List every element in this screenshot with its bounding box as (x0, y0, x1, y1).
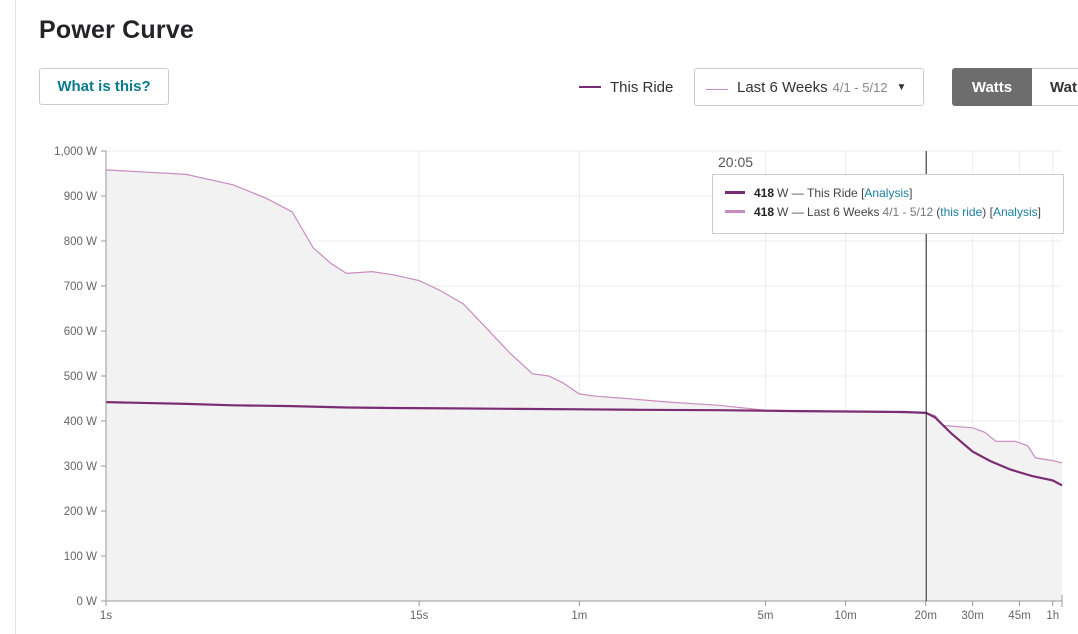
y-tick-label: 100 W (64, 551, 97, 563)
tooltip-ride-bracket-close: ] (909, 185, 913, 200)
watts-per-kg-toggle-button[interactable]: Wat (1032, 68, 1078, 106)
tooltip-comparison-bracket-close: ] (1037, 204, 1041, 219)
y-tick-label: 500 W (64, 371, 97, 383)
this-ride-swatch-icon (579, 86, 601, 88)
x-tick-label: 1s (100, 610, 112, 622)
x-tick-label: 15s (410, 610, 429, 622)
tooltip-ride-bracket-open: [ (861, 185, 865, 200)
what-is-this-button[interactable]: What is this? (39, 68, 169, 105)
tooltip-comparison-label: Last 6 Weeks (807, 204, 880, 219)
tooltip-comparison-sep: — (791, 204, 804, 219)
tooltip-ride-sep: — (791, 185, 804, 200)
comparison-period-dates: 4/1 - 5/12 (832, 79, 888, 95)
tooltip-this-ride-link[interactable]: this ride (940, 204, 983, 219)
tooltip-comparison-analysis-link[interactable]: Analysis (992, 204, 1038, 219)
left-divider (15, 0, 16, 634)
tooltip-row-comparison: 418 W — Last 6 Weeks 4/1 - 5/12(this rid… (725, 202, 1063, 221)
tooltip-ride-unit: W (777, 185, 789, 200)
comparison-swatch-icon (706, 88, 728, 90)
series-line-last-6-weeks[interactable] (105, 169, 1063, 464)
page-title: Power Curve (39, 16, 195, 44)
tooltip-comparison-value: 418 (754, 204, 775, 219)
unit-toggle: Watts Wat (952, 68, 1078, 106)
y-tick-label: 0 W (77, 596, 98, 608)
chart-axes: 0 W 100 W 200 W 300 W 400 W 500 W 600 W 700 W 80… (54, 146, 1063, 622)
x-tick-label: 1h (1046, 610, 1059, 622)
tooltip-paren-open: ( (936, 204, 941, 219)
x-tick-label: 10m (834, 610, 856, 622)
y-tick-label: 400 W (64, 416, 97, 428)
y-tick-label: 1,000 W (54, 146, 97, 158)
comparison-period-label: Last 6 Weeks (737, 78, 828, 96)
tooltip-paren-close: ) (982, 204, 987, 219)
tooltip-ride-value: 418 (754, 185, 775, 200)
y-tick-label: 300 W (64, 461, 97, 473)
tooltip-ride-label: This Ride (807, 185, 858, 200)
y-tick-label: 800 W (64, 236, 97, 248)
x-tick-label: 20m (915, 610, 937, 622)
tooltip-ride-analysis-link[interactable]: Analysis (864, 185, 910, 200)
legend-this-ride[interactable]: This Ride (579, 76, 673, 98)
chart-tooltip: 418 W — This Ride [Analysis] 418 W — Las… (712, 174, 1064, 234)
x-tick-label: 45m (1008, 610, 1030, 622)
comparison-area (106, 169, 1062, 601)
legend-this-ride-label: This Ride (610, 78, 674, 96)
y-tick-label: 600 W (64, 326, 97, 338)
series-line-this-ride[interactable] (105, 401, 1063, 487)
y-tick-label: 900 W (64, 191, 97, 203)
this-ride-swatch-icon (725, 191, 745, 194)
caret-down-icon: ▼ (896, 81, 907, 93)
tooltip-comparison-dates: 4/1 - 5/12 (882, 204, 934, 219)
chart-series-lines (105, 169, 1063, 487)
watts-toggle-button[interactable]: Watts (952, 68, 1032, 106)
x-tick-label: 1m (571, 610, 587, 622)
x-tick-label: 30m (961, 610, 983, 622)
tooltip-comparison-bracket-open: [ (989, 204, 993, 219)
comparison-period-dropdown[interactable]: Last 6 Weeks 4/1 - 5/12 ▼ (694, 68, 924, 106)
chart-area-fill (106, 169, 1062, 601)
y-tick-label: 200 W (64, 506, 97, 518)
tooltip-row-this-ride: 418 W — This Ride [Analysis] (725, 183, 1063, 202)
tooltip-comparison-unit: W (777, 204, 789, 219)
x-tick-label: 5m (757, 610, 773, 622)
y-tick-label: 700 W (64, 281, 97, 293)
comparison-swatch-icon (725, 210, 745, 213)
cursor-time-label: 20:05 (718, 154, 754, 170)
